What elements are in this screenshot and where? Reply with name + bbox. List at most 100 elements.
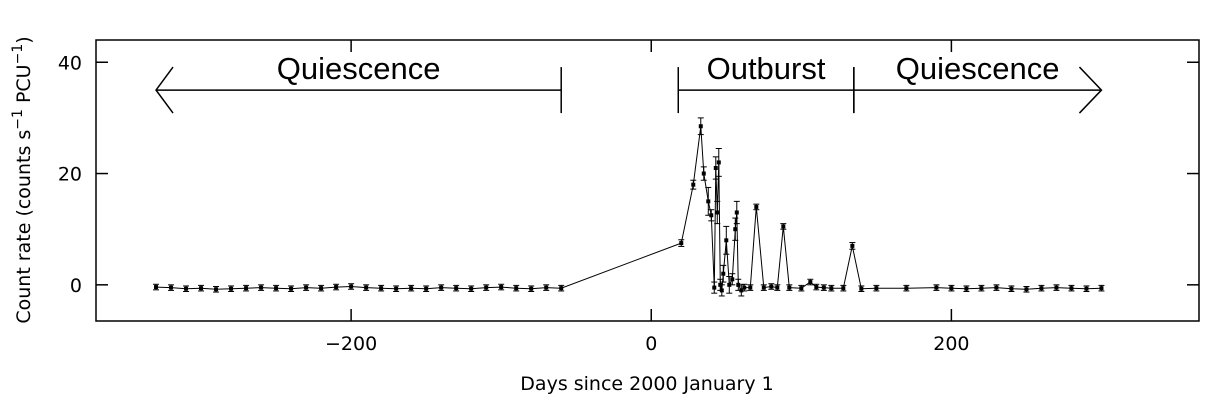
data-point [719, 288, 724, 293]
data-point [841, 286, 846, 291]
x-axis-ticks: −200 0 200 [325, 40, 970, 355]
data-point [821, 285, 826, 290]
series-line [155, 126, 1102, 292]
data-point [761, 285, 766, 290]
data-point [904, 286, 909, 291]
data-point [439, 285, 444, 290]
data-point [544, 285, 549, 290]
data-point [781, 224, 786, 229]
y-axis-title-sup1: −1 [10, 109, 26, 130]
data-point [1069, 286, 1074, 291]
data-point [289, 286, 294, 291]
data-point [727, 282, 732, 287]
data-point [1039, 286, 1044, 291]
data-point [748, 285, 753, 290]
arrow-head-left [155, 66, 174, 114]
data-point [334, 285, 339, 290]
region-label: Quiescence [896, 51, 1060, 86]
region-label: Quiescence [277, 51, 441, 86]
data-point [808, 280, 813, 285]
y-tick-label: 0 [70, 275, 82, 297]
data-point [244, 286, 249, 291]
data-point [734, 210, 739, 215]
data-point [529, 286, 534, 291]
data-point [394, 286, 399, 291]
y-axis-ticks: 0 20 40 [58, 52, 1199, 297]
data-point [304, 285, 309, 290]
x-tick-label: −200 [325, 333, 377, 355]
data-point [1009, 286, 1014, 291]
data-point [715, 210, 720, 215]
data-point [364, 285, 369, 290]
data-point [787, 285, 792, 290]
data-point [559, 286, 564, 291]
data-point [775, 285, 780, 290]
data-point [742, 285, 747, 290]
data-point [184, 286, 189, 291]
data-point [214, 287, 219, 292]
data-point [706, 199, 711, 204]
data-point [454, 286, 459, 291]
data-point [730, 277, 735, 282]
data-point [469, 286, 474, 291]
data-point [769, 284, 774, 289]
data-point [859, 286, 864, 291]
data-point [754, 204, 759, 209]
data-point [739, 288, 744, 293]
data-point [379, 286, 384, 291]
data-point [979, 286, 984, 291]
data-point [499, 285, 504, 290]
y-axis-title-sup2: −1 [10, 44, 26, 65]
data-point [701, 171, 706, 176]
data-point [709, 213, 714, 218]
data-point [349, 284, 354, 289]
data-point [409, 286, 414, 291]
data-point [698, 124, 703, 129]
y-axis-title-part2: PCU [13, 64, 35, 109]
data-point [814, 285, 819, 290]
data-point [994, 285, 999, 290]
data-point [259, 285, 264, 290]
y-axis-title: Count rate (counts s−1 PCU−1) [10, 36, 35, 323]
data-point [274, 286, 279, 291]
y-axis-title-part3: ) [13, 36, 35, 43]
data-point [874, 286, 879, 291]
data-point [949, 286, 954, 291]
data-point [964, 286, 969, 291]
y-axis-title-part1: Count rate (counts s [13, 130, 35, 324]
data-point [850, 243, 855, 248]
x-tick-label: 200 [933, 333, 969, 355]
data-point [484, 285, 489, 290]
data-point [721, 271, 726, 276]
region-label: Outburst [707, 51, 826, 86]
data-point [691, 182, 696, 187]
phase-annotations: Quiescence Outburst Quiescence [155, 51, 1103, 114]
data-point [733, 227, 738, 232]
data-point [1099, 286, 1104, 291]
data-point [1024, 287, 1029, 292]
y-tick-label: 20 [58, 164, 82, 186]
data-point [679, 241, 684, 246]
plot-frame [95, 39, 1200, 322]
data-point [1054, 285, 1059, 290]
data-point [424, 286, 429, 291]
data-point [154, 285, 159, 290]
arrow-head-right [1078, 66, 1103, 114]
data-point [199, 286, 204, 291]
data-point [724, 238, 729, 243]
data-point [799, 286, 804, 291]
y-tick-label: 40 [58, 52, 82, 74]
data-point [514, 286, 519, 291]
x-axis-title: Days since 2000 January 1 [520, 373, 773, 395]
data-point [1084, 286, 1089, 291]
data-point [319, 286, 324, 291]
data-point [713, 165, 718, 170]
data-point [829, 286, 834, 291]
data-point [169, 285, 174, 290]
x-tick-label: 0 [645, 333, 657, 355]
data-point [934, 285, 939, 290]
data-point [712, 285, 717, 290]
data-point [229, 286, 234, 291]
data-series [153, 117, 1105, 297]
